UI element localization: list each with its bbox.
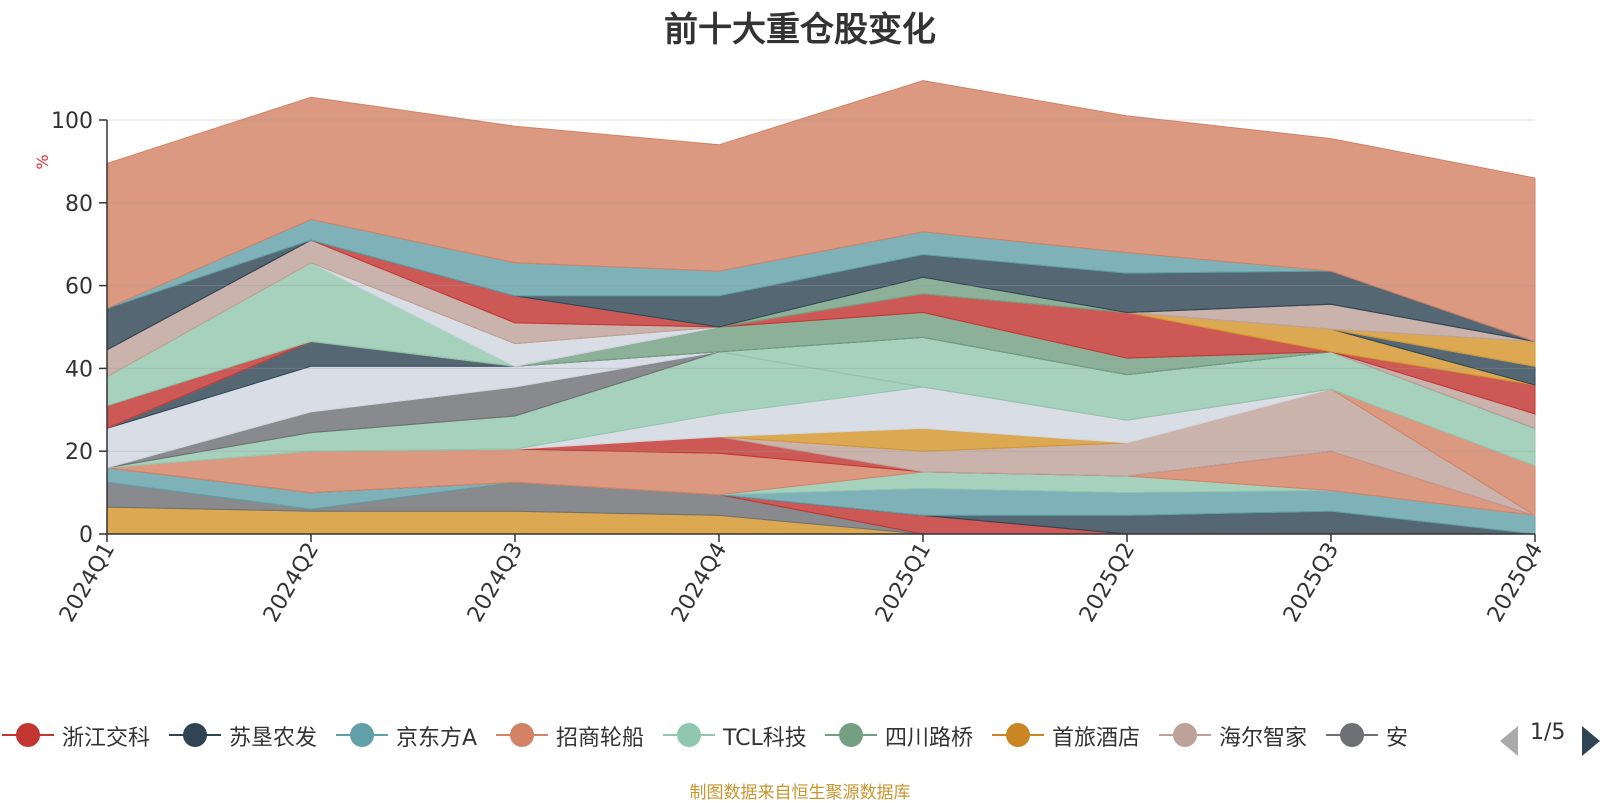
legend-marker-icon xyxy=(992,723,1044,747)
source-note: 制图数据来自恒生聚源数据库 xyxy=(689,783,911,803)
legend-marker-icon xyxy=(825,723,877,747)
legend-marker-icon xyxy=(2,723,54,747)
legend-label: TCL科技 xyxy=(723,726,807,751)
x-tick-label-2024q4: 2024Q4 xyxy=(667,539,732,627)
legend-label: 首旅酒店 xyxy=(1052,726,1141,751)
area-series-31 xyxy=(106,80,1536,343)
grid-lines xyxy=(107,119,1535,452)
x-tick-label-2024q1: 2024Q1 xyxy=(55,539,120,627)
legend-marker-icon xyxy=(496,723,548,747)
legend-label: 安 xyxy=(1386,726,1409,751)
legend-label: 海尔智家 xyxy=(1219,726,1308,751)
legend-label: 浙江交科 xyxy=(62,726,151,751)
y-tick-label-60: 60 xyxy=(65,275,93,300)
legend-marker-icon xyxy=(663,723,715,747)
y-tick-label-100: 100 xyxy=(51,109,93,134)
legend-label: 招商轮船 xyxy=(556,726,645,751)
area-series-group xyxy=(106,80,1536,535)
legend-label: 四川路桥 xyxy=(885,726,974,751)
chart-title: 前十大重仓股变化 xyxy=(664,10,936,50)
legend-marker-icon xyxy=(169,723,221,747)
y-tick-label-40: 40 xyxy=(65,357,93,382)
legend-marker-icon xyxy=(1326,723,1378,747)
legend-marker-icon xyxy=(336,723,388,747)
legend-prev-page-button[interactable] xyxy=(1500,726,1518,756)
y-tick-label-20: 20 xyxy=(65,440,93,465)
chart-area: 0 20 40 60 80 100 2024Q1 2024Q2 2024Q3 2024Q4 2025… xyxy=(33,80,1548,627)
legend-label: 京东方A xyxy=(396,726,478,751)
legend-label: 苏垦农发 xyxy=(229,726,318,751)
legend-marker-icon xyxy=(1159,723,1211,747)
x-tick-label-2025q2: 2025Q2 xyxy=(1075,539,1140,627)
y-axis-unit-label: % xyxy=(33,154,52,169)
x-tick-label-2024q3: 2024Q3 xyxy=(463,539,528,627)
legend-page-indicator: 1/5 xyxy=(1530,720,1566,745)
x-tick-label-2024q2: 2024Q2 xyxy=(259,539,324,627)
legend-next-page-button[interactable] xyxy=(1582,726,1600,756)
y-tick-label-80: 80 xyxy=(65,192,93,217)
legend: 浙江交科 苏垦农发 京东方A 招商轮船 TCL科技 四川路桥 首旅酒店 海尔智家 安 1/5 xyxy=(0,718,1600,756)
y-tick-label-0: 0 xyxy=(79,523,93,548)
x-tick-label-2025q3: 2025Q3 xyxy=(1279,539,1344,627)
x-tick-label-2025q1: 2025Q1 xyxy=(871,539,936,627)
x-tick-label-2025q4: 2025Q4 xyxy=(1483,539,1548,627)
